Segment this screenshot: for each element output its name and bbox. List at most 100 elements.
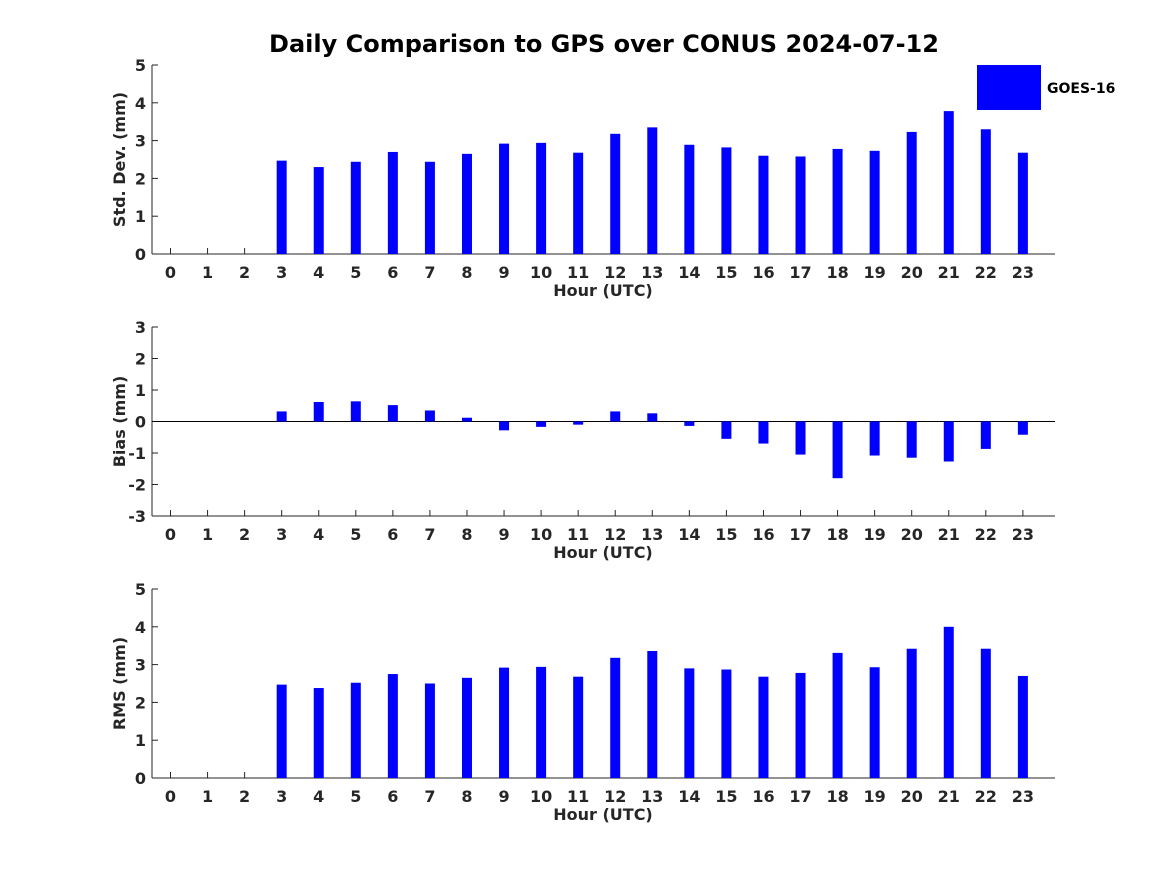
x-tick-label: 13 [641, 525, 663, 544]
x-tick-label: 11 [567, 787, 589, 806]
bar-bias-hour-17 [795, 421, 806, 455]
bar-rms-hour-6 [387, 674, 398, 778]
bar-bias-hour-22 [980, 421, 991, 449]
x-tick-label: 20 [901, 525, 923, 544]
x-tick-label: 21 [938, 787, 960, 806]
x-tick-label: 0 [165, 525, 176, 544]
x-tick-label: 22 [975, 263, 997, 282]
x-tick-label: 8 [461, 263, 472, 282]
x-tick-label: 2 [239, 787, 250, 806]
y-tick-label: 3 [135, 318, 146, 337]
bar-std-hour-18 [832, 148, 843, 254]
bar-rms-hour-19 [869, 667, 880, 778]
x-tick-label: 10 [530, 525, 552, 544]
y-tick-label: 1 [135, 731, 146, 750]
y-tick-label: 0 [135, 413, 146, 432]
bar-std-hour-12 [610, 133, 621, 254]
x-tick-label: 11 [567, 263, 589, 282]
x-tick-label: 10 [530, 787, 552, 806]
x-tick-label: 19 [864, 525, 886, 544]
x-tick-label: 17 [789, 263, 811, 282]
bar-bias-hour-5 [350, 401, 361, 422]
bar-rms-hour-21 [943, 626, 954, 778]
x-axis-label: Hour (UTC) [553, 805, 653, 824]
bar-bias-hour-6 [387, 405, 398, 422]
bar-rms-hour-13 [647, 650, 658, 778]
x-tick-label: 8 [461, 787, 472, 806]
y-tick-label: 2 [135, 693, 146, 712]
x-tick-label: 13 [641, 787, 663, 806]
x-tick-label: 9 [498, 787, 509, 806]
bar-bias-hour-4 [313, 401, 324, 422]
x-tick-label: 6 [387, 263, 398, 282]
bar-bias-hour-19 [869, 421, 880, 456]
bar-rms-hour-11 [573, 676, 584, 778]
bar-std-hour-10 [536, 142, 547, 254]
bar-bias-hour-7 [424, 410, 435, 422]
x-tick-label: 11 [567, 525, 589, 544]
bar-rms-hour-4 [313, 688, 324, 778]
x-tick-label: 15 [715, 787, 737, 806]
x-tick-label: 0 [165, 787, 176, 806]
x-tick-label: 16 [752, 263, 774, 282]
x-tick-label: 18 [826, 787, 848, 806]
y-axis-label: Std. Dev. (mm) [110, 92, 129, 227]
bar-rms-hour-22 [980, 648, 991, 778]
x-tick-label: 23 [1012, 525, 1034, 544]
x-tick-label: 15 [715, 263, 737, 282]
bar-bias-hour-8 [461, 417, 472, 422]
x-tick-label: 2 [239, 525, 250, 544]
x-tick-label: 12 [604, 263, 626, 282]
bar-std-hour-4 [313, 167, 324, 254]
bar-bias-hour-9 [499, 421, 510, 431]
x-tick-label: 10 [530, 263, 552, 282]
bar-rms-hour-16 [758, 676, 769, 778]
x-tick-label: 14 [678, 263, 700, 282]
x-tick-label: 15 [715, 525, 737, 544]
y-tick-label: 0 [135, 769, 146, 788]
y-axis-label: RMS (mm) [110, 637, 129, 730]
x-tick-label: 23 [1012, 787, 1034, 806]
x-tick-label: 1 [202, 263, 213, 282]
x-axis-label: Hour (UTC) [553, 281, 653, 300]
bar-std-hour-11 [573, 152, 584, 254]
y-tick-label: -2 [128, 476, 146, 495]
legend-swatch-goes-16 [977, 65, 1041, 110]
bar-bias-hour-21 [943, 421, 954, 462]
bar-bias-hour-13 [647, 413, 658, 422]
bar-std-hour-6 [387, 151, 398, 254]
x-tick-label: 7 [424, 263, 435, 282]
y-tick-label: 2 [135, 169, 146, 188]
x-tick-label: 16 [752, 525, 774, 544]
x-tick-label: 1 [202, 787, 213, 806]
x-tick-label: 3 [276, 525, 287, 544]
x-tick-label: 8 [461, 525, 472, 544]
x-tick-label: 16 [752, 787, 774, 806]
bar-bias-hour-16 [758, 421, 769, 444]
y-tick-label: 1 [135, 207, 146, 226]
bar-std-hour-17 [795, 156, 806, 254]
x-tick-label: 4 [313, 263, 324, 282]
x-tick-label: 5 [350, 263, 361, 282]
x-tick-label: 20 [901, 263, 923, 282]
y-tick-label: 3 [135, 656, 146, 675]
y-tick-label: 1 [135, 381, 146, 400]
bar-rms-hour-15 [721, 669, 732, 778]
bar-rms-hour-7 [424, 683, 435, 778]
bar-std-hour-19 [869, 150, 880, 254]
bar-std-hour-13 [647, 127, 658, 254]
chart-title: Daily Comparison to GPS over CONUS 2024-… [269, 30, 939, 58]
x-tick-label: 7 [424, 787, 435, 806]
y-tick-label: -1 [128, 444, 146, 463]
x-tick-label: 18 [826, 525, 848, 544]
bar-bias-hour-15 [721, 421, 732, 439]
x-tick-label: 21 [938, 525, 960, 544]
bar-bias-hour-23 [1017, 421, 1028, 435]
y-axis-label: Bias (mm) [110, 376, 129, 468]
x-tick-label: 7 [424, 525, 435, 544]
bar-std-hour-9 [499, 143, 510, 254]
x-tick-label: 14 [678, 787, 700, 806]
x-tick-label: 19 [864, 787, 886, 806]
y-tick-label: 5 [135, 580, 146, 599]
bar-bias-hour-10 [536, 421, 547, 427]
